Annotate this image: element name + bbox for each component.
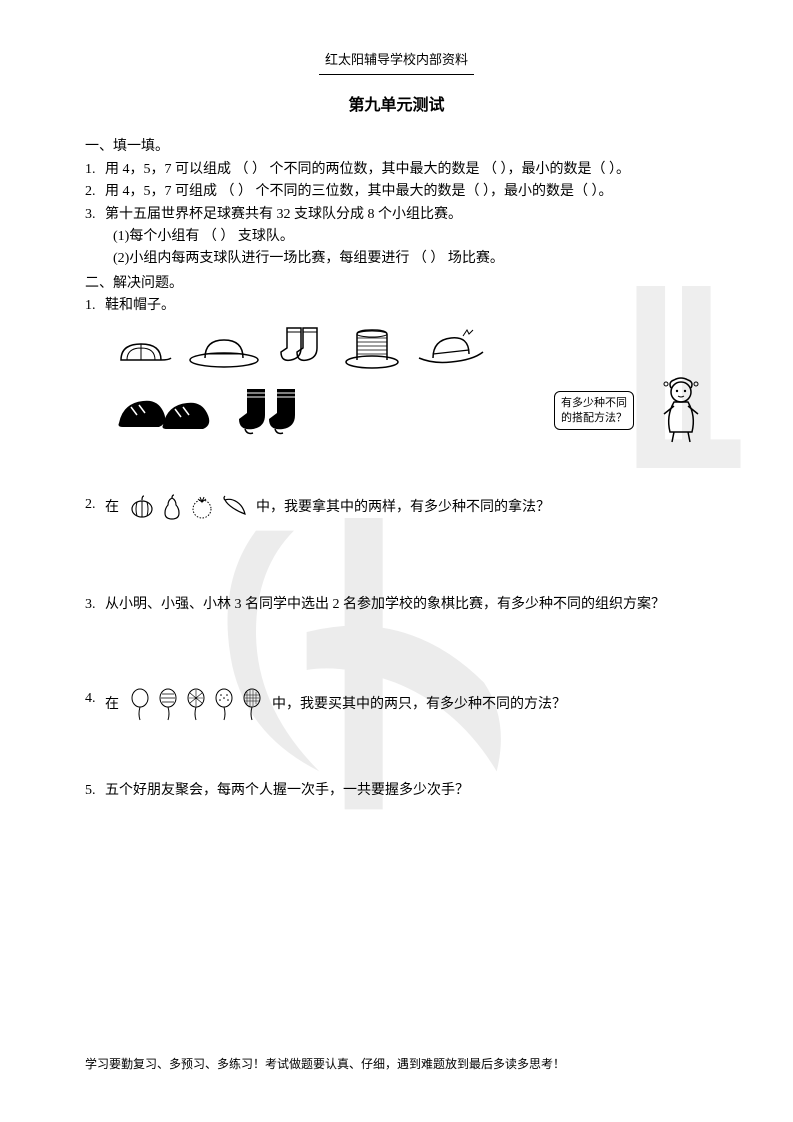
section2-heading: 二、解决问题。 bbox=[85, 273, 708, 295]
q2-1: 1. 鞋和帽子。 bbox=[85, 295, 708, 317]
speech-line2: 的搭配方法？ bbox=[561, 411, 627, 425]
speech-bubble: 有多少种不同 的搭配方法？ bbox=[554, 391, 634, 430]
q2-2-pre: 在 bbox=[105, 500, 119, 515]
q1-1: 1. 用 4，5，7 可以组成 （ ） 个不同的两位数，其中最大的数是 （ ），… bbox=[85, 159, 708, 181]
q2-4-pre: 在 bbox=[105, 697, 119, 712]
header-underline bbox=[319, 74, 474, 75]
wide-hat-icon bbox=[185, 330, 263, 372]
balloon-1-icon bbox=[129, 688, 151, 722]
sneakers-icon bbox=[113, 383, 213, 439]
girl-icon bbox=[654, 376, 708, 446]
q2-3: 3. 从小明、小强、小林 3 名同学中选出 2 名参加学校的象棋比赛，有多少种不… bbox=[85, 594, 708, 616]
page-footer: 学习要勤复习、多预习、多练习！考试做题要认真、仔细，遇到难题放到最后多读多思考！ bbox=[85, 1055, 708, 1074]
q2-2: 2. 在 bbox=[85, 494, 708, 522]
q2-5: 5. 五个好朋友聚会，每两个人握一次手，一共要握多少次手？ bbox=[85, 780, 708, 802]
q1-3: 3. 第十五届世界杯足球赛共有 32 支球队分成 8 个小组比赛。 bbox=[85, 204, 708, 226]
tomato-icon bbox=[189, 494, 215, 520]
q1-2: 2. 用 4，5，7 可组成 （ ） 个不同的三位数，其中最大的数是（ ），最小… bbox=[85, 181, 708, 203]
section1-heading: 一、填一填。 bbox=[85, 136, 708, 158]
pumpkin-icon bbox=[129, 494, 155, 520]
q2-4-post: 中，我要买其中的两只，有多少种不同的方法？ bbox=[272, 697, 566, 712]
page-title: 第九单元测试 bbox=[85, 93, 708, 119]
sock-pair-icon bbox=[273, 322, 331, 372]
shoes-row: 有多少种不同 的搭配方法？ bbox=[113, 376, 708, 446]
balloon-3-icon bbox=[185, 688, 207, 722]
speech-line1: 有多少种不同 bbox=[561, 396, 627, 410]
q1-3b: (2)小组内每两支球队进行一场比赛，每组要进行 （ ） 场比赛。 bbox=[85, 248, 708, 270]
pear-icon bbox=[161, 494, 183, 522]
boots-icon bbox=[233, 381, 317, 441]
q2-2-post: 中，我要拿其中的两样，有多少种不同的拿法？ bbox=[256, 500, 550, 515]
balloon-2-icon bbox=[157, 688, 179, 722]
balloon-5-icon bbox=[241, 688, 263, 722]
hats-row bbox=[113, 322, 708, 372]
balloon-4-icon bbox=[213, 688, 235, 722]
top-hat-icon bbox=[341, 324, 403, 372]
q1-3a: (1)每个小组有 （ ） 支球队。 bbox=[85, 226, 708, 248]
fedora-icon bbox=[413, 328, 489, 372]
q2-4: 4. 在 中，我要买其中的两只，有多少种不同的方法？ bbox=[85, 688, 708, 722]
cap-icon bbox=[113, 330, 175, 372]
pepper-icon bbox=[221, 494, 247, 518]
page-header: 红太阳辅导学校内部资料 bbox=[85, 50, 708, 71]
